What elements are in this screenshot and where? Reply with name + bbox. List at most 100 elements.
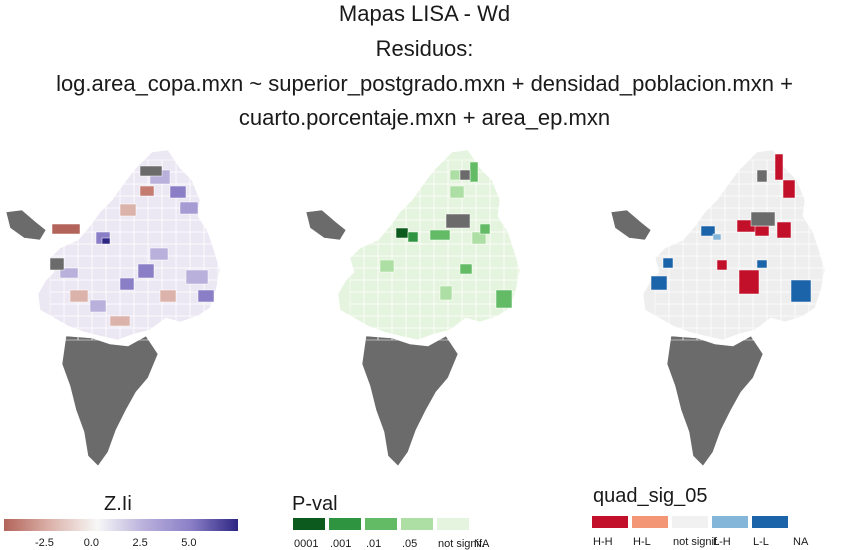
map-tract [668, 159, 684, 173]
legend-quad-swatch [672, 516, 708, 528]
map-tract [808, 171, 824, 185]
map-tract [217, 243, 233, 257]
legend-pval-swatch [401, 518, 433, 530]
legend-quad-label: not signif. [673, 536, 721, 548]
map-tract [503, 159, 519, 173]
map-tract [161, 327, 177, 341]
map-pval [305, 149, 533, 467]
map-tract [203, 183, 219, 197]
map-tract [668, 219, 684, 233]
title-line-3: log.area_copa.mxn ~ superior_postgrado.m… [56, 71, 793, 96]
map-tract-quad [754, 225, 770, 237]
map-tract [517, 195, 533, 209]
map-tract [503, 327, 519, 341]
map-tract [419, 159, 435, 173]
map-tract [517, 159, 533, 173]
map-tract [203, 195, 219, 209]
map-tract [808, 315, 824, 329]
map-tract [377, 159, 393, 173]
map-tract [517, 231, 533, 245]
map-tract-quad [738, 269, 760, 295]
map-tract-zii [109, 315, 131, 327]
map-tract-na [756, 169, 768, 183]
map-tract [780, 327, 796, 341]
map-tract [349, 231, 365, 245]
map-tract-na [750, 211, 776, 227]
map-tract [349, 171, 365, 185]
legend-quad-swatch [712, 516, 748, 528]
map-tract-pval [449, 169, 461, 181]
map-tract [822, 243, 838, 257]
legend-zii-tick: -2.5 [34, 537, 54, 549]
map-tract [517, 291, 533, 305]
map-tract-zii [169, 185, 187, 199]
map-tract-na [49, 257, 65, 271]
map-tract [49, 159, 65, 173]
map-tract [377, 183, 393, 197]
legend-pval-swatch [365, 518, 397, 530]
map-tract-quad [662, 257, 674, 269]
map-tract [203, 171, 219, 185]
map-tract [517, 303, 533, 317]
map-tract [808, 159, 824, 173]
map-tract [822, 183, 838, 197]
map-tract [203, 159, 219, 173]
map-tract [461, 327, 477, 341]
map-tract [822, 171, 838, 185]
map-tract [766, 327, 782, 341]
map-tract [668, 207, 684, 221]
map-tract [808, 195, 824, 209]
map-tract [682, 159, 698, 173]
map-tract [822, 279, 838, 293]
map-tract [668, 195, 684, 209]
map-tract [682, 171, 698, 185]
map-tract [77, 159, 93, 173]
map-tract [822, 327, 838, 341]
map-tract [710, 171, 726, 185]
map-tract [654, 171, 670, 185]
map-tract [217, 291, 233, 305]
map-tract [203, 315, 219, 329]
map-tract [363, 195, 379, 209]
map-tract [710, 159, 726, 173]
map-tract [203, 207, 219, 221]
map-tract [503, 183, 519, 197]
map-zii [5, 149, 233, 467]
map-tract [822, 291, 838, 305]
map-tract [77, 207, 93, 221]
map-tract-pval [471, 231, 487, 245]
map-tract [517, 315, 533, 329]
map-tract [105, 171, 121, 185]
map-tract [377, 207, 393, 221]
map-tract [49, 171, 65, 185]
map-tract [794, 159, 810, 173]
map-tract [391, 195, 407, 209]
map-tract [63, 183, 79, 197]
map-tract [363, 159, 379, 173]
map-tract-na [459, 169, 471, 181]
map-tract-pval [479, 223, 491, 235]
map-region [642, 149, 826, 341]
map-tract-zii [179, 201, 199, 215]
map-tract [91, 195, 107, 209]
map-tract-na [139, 165, 163, 177]
map-tract [175, 327, 191, 341]
legend-pval-label: .01 [366, 538, 382, 550]
legend-pval-swatch [293, 518, 325, 530]
map-tract-pval [495, 289, 513, 309]
map-tract [405, 159, 421, 173]
map-tract [808, 207, 824, 221]
map-tract [696, 195, 712, 209]
map-tract [822, 219, 838, 233]
map-tract [517, 327, 533, 341]
map-region-na [666, 335, 764, 467]
map-tract [49, 207, 65, 221]
map-tract-zii [149, 247, 169, 261]
map-tract [377, 171, 393, 185]
map-tract [363, 171, 379, 185]
map-tract [696, 183, 712, 197]
map-tract [217, 195, 233, 209]
map-tract [49, 195, 65, 209]
map-tract-zii [51, 223, 81, 235]
map-tract [517, 219, 533, 233]
